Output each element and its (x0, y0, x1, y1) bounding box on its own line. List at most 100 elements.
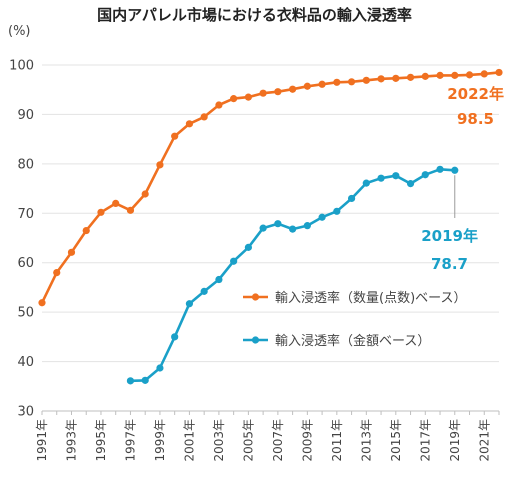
data-point (53, 269, 61, 277)
x-tick-label: 2011年 (330, 419, 344, 462)
data-point (436, 71, 444, 79)
series-layer (38, 68, 503, 385)
data-point (406, 73, 415, 81)
data-point (347, 78, 356, 86)
x-tick-label: 2019年 (448, 419, 462, 462)
data-point (185, 120, 194, 128)
data-point (126, 377, 135, 385)
callout-year-2022: 2022年 (447, 85, 504, 103)
legend-item-1: 輸入浸透率（数量(点数)ベース） (243, 290, 467, 306)
data-point (392, 172, 400, 180)
x-tick-label: 2017年 (418, 419, 432, 462)
data-point (436, 165, 444, 173)
data-point (451, 71, 459, 79)
x-tick-label: 1991年 (35, 419, 49, 462)
x-tick-label: 2007年 (271, 419, 285, 462)
x-axis-ticks: 1991年 1993年 1995年 1997年 1999年 2001年 2003年 2005年… (35, 411, 500, 462)
y-tick-label: 50 (17, 306, 34, 321)
data-point (171, 333, 179, 341)
data-point (333, 78, 341, 86)
data-point (392, 74, 400, 82)
legend: 輸入浸透率（数量(点数)ベース） 輸入浸透率（金額ベース） (243, 290, 467, 349)
data-point (112, 199, 120, 207)
legend-swatch-marker (251, 336, 260, 344)
data-point (451, 166, 459, 174)
data-point (303, 222, 311, 230)
data-point (230, 95, 238, 103)
data-point (318, 213, 326, 221)
data-point (171, 132, 179, 140)
series-line (129, 168, 457, 383)
series-2 (126, 165, 459, 385)
data-point (377, 75, 385, 83)
x-tick-label: 2009年 (300, 419, 314, 462)
data-point (421, 72, 429, 80)
data-point (465, 71, 474, 79)
data-point (406, 180, 415, 188)
data-point (97, 208, 105, 216)
x-tick-label: 1993年 (64, 419, 78, 462)
chart-title: 国内アパレル市場における衣料品の輸入浸透率 (97, 6, 412, 24)
y-tick-label: 70 (17, 207, 34, 222)
y-tick-label: 30 (17, 405, 34, 420)
data-point (67, 248, 76, 256)
y-axis-ticks: 30 40 50 60 70 80 90 100 (9, 59, 34, 420)
data-point (347, 194, 356, 203)
data-point (126, 206, 135, 214)
callout-value-2022: 98.5 (457, 110, 494, 128)
data-point (421, 171, 429, 179)
y-tick-label: 90 (17, 108, 34, 123)
data-point (244, 93, 252, 101)
data-point (289, 85, 297, 93)
callouts: 2022年 98.5 2019年 78.7 (421, 85, 504, 273)
y-tick-label: 60 (17, 256, 34, 271)
y-tick-label: 100 (9, 59, 34, 74)
data-point (362, 76, 370, 84)
x-tick-label: 2005年 (241, 419, 255, 462)
data-point (215, 275, 223, 284)
data-point (259, 89, 267, 97)
data-point (303, 82, 311, 90)
legend-label: 輸入浸透率（金額ベース） (275, 333, 430, 349)
data-point (82, 226, 90, 235)
x-tick-label: 2015年 (389, 419, 403, 462)
gridlines (42, 64, 499, 412)
data-point (274, 220, 282, 228)
y-axis-unit-label: (%) (8, 24, 31, 39)
data-point (156, 364, 164, 372)
legend-item-2: 輸入浸透率（金額ベース） (243, 333, 430, 349)
y-tick-label: 80 (17, 157, 34, 172)
data-point (200, 287, 208, 295)
data-point (38, 299, 46, 307)
x-tick-label: 1997年 (123, 419, 137, 462)
data-point (141, 376, 149, 384)
data-point (362, 179, 370, 187)
data-point (274, 88, 282, 96)
data-point (141, 190, 149, 198)
legend-swatch-marker (251, 293, 260, 301)
data-point (200, 113, 208, 121)
x-tick-label: 1995年 (94, 419, 108, 462)
data-point (185, 300, 194, 308)
data-point (318, 80, 326, 88)
y-tick-label: 40 (17, 355, 34, 370)
data-point (259, 224, 267, 232)
x-tick-label: 2001年 (182, 419, 196, 462)
data-point (289, 225, 297, 233)
legend-label: 輸入浸透率（数量(点数)ベース） (275, 290, 467, 306)
data-point (244, 243, 252, 251)
callout-year-2019: 2019年 (421, 227, 478, 245)
data-point (377, 174, 385, 182)
data-point (495, 68, 503, 77)
x-tick-label: 2003年 (212, 419, 226, 462)
data-point (333, 207, 341, 215)
data-point (215, 101, 223, 109)
data-point (156, 161, 164, 169)
x-tick-label: 2013年 (359, 419, 373, 462)
x-tick-label: 2021年 (477, 419, 491, 462)
series-1 (38, 68, 503, 307)
callout-value-2019: 78.7 (431, 255, 468, 273)
data-point (230, 257, 238, 265)
data-point (480, 70, 488, 78)
